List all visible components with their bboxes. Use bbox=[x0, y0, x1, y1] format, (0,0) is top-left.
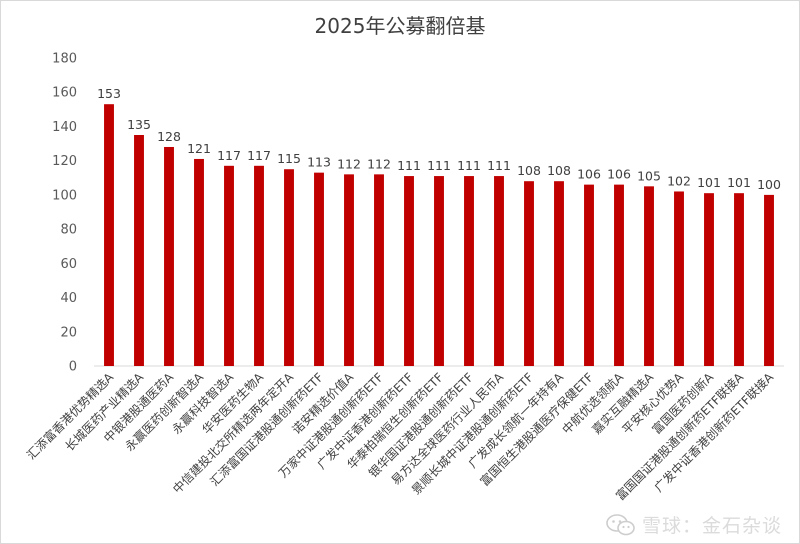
y-tick-label: 0 bbox=[69, 360, 77, 375]
bar bbox=[554, 181, 564, 366]
data-label: 105 bbox=[637, 168, 661, 183]
bar bbox=[284, 169, 294, 366]
y-axis: 0 20 40 60 80 100 120 140 160 180 bbox=[52, 52, 784, 375]
y-tick-label: 80 bbox=[60, 223, 77, 238]
bar bbox=[134, 135, 144, 366]
bar bbox=[584, 184, 594, 366]
data-label: 111 bbox=[427, 158, 451, 173]
data-labels: 153 135 128 121 117 117 115 113 112 112 111 111 111 1… bbox=[97, 86, 781, 192]
data-label: 153 bbox=[97, 86, 121, 101]
chart-title: 2025年公募翻倍基 bbox=[314, 14, 486, 38]
bar bbox=[404, 176, 414, 366]
data-label: 111 bbox=[487, 158, 511, 173]
data-label: 108 bbox=[517, 163, 541, 178]
data-label: 111 bbox=[397, 158, 421, 173]
bar bbox=[344, 174, 354, 366]
bar bbox=[374, 174, 384, 366]
bar bbox=[704, 193, 714, 366]
data-label: 106 bbox=[607, 167, 631, 182]
y-tick-label: 100 bbox=[52, 188, 77, 203]
y-tick-label: 60 bbox=[60, 257, 77, 272]
bar bbox=[464, 176, 474, 366]
bar bbox=[434, 176, 444, 366]
data-label: 108 bbox=[547, 163, 571, 178]
data-label: 135 bbox=[127, 117, 151, 132]
bar bbox=[314, 172, 324, 366]
data-label: 106 bbox=[577, 167, 601, 182]
y-tick-label: 160 bbox=[52, 86, 77, 101]
y-tick-label: 20 bbox=[60, 325, 77, 340]
data-label: 102 bbox=[667, 173, 691, 188]
data-label: 111 bbox=[457, 158, 481, 173]
bars bbox=[104, 104, 774, 366]
bar bbox=[254, 165, 264, 366]
y-tick-label: 40 bbox=[60, 291, 77, 306]
y-tick-label: 140 bbox=[52, 120, 77, 135]
bar bbox=[524, 181, 534, 366]
bar bbox=[104, 104, 114, 366]
data-label: 117 bbox=[247, 148, 271, 163]
data-label: 115 bbox=[277, 151, 301, 166]
data-label: 101 bbox=[727, 175, 751, 190]
data-label: 112 bbox=[337, 156, 361, 171]
data-label: 117 bbox=[217, 148, 241, 163]
bar bbox=[194, 158, 204, 366]
data-label: 101 bbox=[697, 175, 721, 190]
y-tick-label: 120 bbox=[52, 154, 77, 169]
bar bbox=[494, 176, 504, 366]
data-label: 100 bbox=[757, 177, 781, 192]
wechat-icon bbox=[606, 513, 635, 535]
bar bbox=[164, 146, 174, 366]
bar bbox=[224, 165, 234, 366]
data-label: 113 bbox=[307, 155, 331, 170]
category-labels: 汇添富香港优势精选A长城医药产业精选A中银港股通医药A永赢医药创新智选A永赢科技… bbox=[23, 369, 776, 503]
bar bbox=[674, 191, 684, 366]
data-label: 121 bbox=[187, 141, 211, 156]
bar bbox=[644, 186, 654, 366]
bar bbox=[614, 184, 624, 366]
watermark: 雪球：金石杂谈 bbox=[606, 511, 782, 538]
watermark-text: 雪球：金石杂谈 bbox=[641, 515, 782, 537]
bar bbox=[734, 193, 744, 366]
y-tick-label: 180 bbox=[52, 52, 77, 67]
data-label: 112 bbox=[367, 156, 391, 171]
bar bbox=[764, 194, 774, 366]
data-label: 128 bbox=[157, 129, 181, 144]
